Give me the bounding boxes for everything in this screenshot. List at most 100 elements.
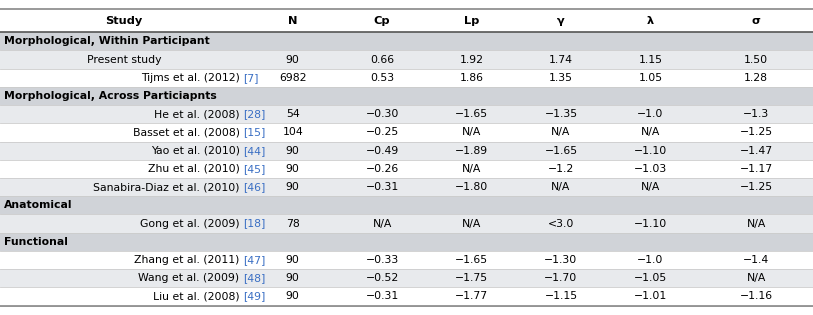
Text: −1.47: −1.47	[740, 146, 772, 156]
Text: −1.10: −1.10	[634, 219, 667, 229]
Text: −1.17: −1.17	[740, 164, 772, 174]
Text: −1.35: −1.35	[545, 109, 577, 119]
Text: [49]: [49]	[243, 291, 266, 301]
Bar	[0, 269, 813, 287]
Text: 90: 90	[285, 164, 300, 174]
Text: Present study: Present study	[87, 54, 161, 65]
Text: −1.65: −1.65	[545, 146, 577, 156]
Text: N/A: N/A	[746, 273, 766, 283]
Text: Zhang et al. (2011): Zhang et al. (2011)	[134, 255, 243, 265]
Text: −0.33: −0.33	[366, 255, 398, 265]
Text: −1.25: −1.25	[740, 182, 772, 192]
Bar	[0, 215, 813, 233]
Text: [47]: [47]	[243, 255, 266, 265]
Text: −1.89: −1.89	[455, 146, 488, 156]
Text: −1.16: −1.16	[740, 291, 772, 301]
Bar	[0, 69, 813, 87]
Text: −1.30: −1.30	[545, 255, 577, 265]
Bar	[0, 32, 813, 50]
Text: −1.05: −1.05	[634, 273, 667, 283]
Text: −1.3: −1.3	[743, 109, 769, 119]
Text: 1.74: 1.74	[549, 54, 573, 65]
Text: 78: 78	[286, 219, 299, 229]
Bar	[0, 123, 813, 141]
Text: 1.50: 1.50	[744, 54, 768, 65]
Text: 1.86: 1.86	[459, 73, 484, 83]
Text: −1.25: −1.25	[740, 127, 772, 137]
Text: Yao et al. (2010): Yao et al. (2010)	[150, 146, 243, 156]
Text: −0.31: −0.31	[366, 182, 398, 192]
Text: −0.26: −0.26	[366, 164, 398, 174]
Text: [48]: [48]	[243, 273, 266, 283]
Bar	[0, 287, 813, 306]
Text: −0.52: −0.52	[366, 273, 398, 283]
Text: N/A: N/A	[462, 219, 481, 229]
Text: Lp: Lp	[464, 16, 479, 26]
Text: −0.30: −0.30	[365, 109, 399, 119]
Text: He et al. (2008): He et al. (2008)	[154, 109, 243, 119]
Text: −0.31: −0.31	[366, 291, 398, 301]
Text: 1.92: 1.92	[459, 54, 484, 65]
Text: −1.2: −1.2	[548, 164, 574, 174]
Text: <3.0: <3.0	[548, 219, 574, 229]
Text: −1.10: −1.10	[634, 146, 667, 156]
Text: Anatomical: Anatomical	[4, 200, 72, 210]
Bar	[0, 233, 813, 251]
Text: −1.03: −1.03	[634, 164, 667, 174]
Text: 1.15: 1.15	[638, 54, 663, 65]
Bar	[0, 160, 813, 178]
Text: Morphological, Within Participant: Morphological, Within Participant	[4, 36, 210, 46]
Text: N/A: N/A	[746, 219, 766, 229]
Text: [46]: [46]	[243, 182, 266, 192]
Text: Cp: Cp	[374, 16, 390, 26]
Text: Liu et al. (2008): Liu et al. (2008)	[153, 291, 243, 301]
Text: N: N	[288, 16, 298, 26]
Text: [45]: [45]	[243, 164, 266, 174]
Text: −1.0: −1.0	[637, 255, 663, 265]
Text: Zhu et al. (2010): Zhu et al. (2010)	[148, 164, 243, 174]
Text: Functional: Functional	[4, 237, 68, 247]
Text: 90: 90	[285, 54, 300, 65]
Text: N/A: N/A	[462, 127, 481, 137]
Text: −1.65: −1.65	[455, 109, 488, 119]
Bar	[0, 87, 813, 105]
Text: Sanabira-Diaz et al. (2010): Sanabira-Diaz et al. (2010)	[93, 182, 243, 192]
Text: Study: Study	[106, 16, 142, 26]
Text: Basset et al. (2008): Basset et al. (2008)	[133, 127, 243, 137]
Text: 104: 104	[282, 127, 303, 137]
Text: N/A: N/A	[372, 219, 392, 229]
Bar	[0, 196, 813, 215]
Text: [7]: [7]	[243, 73, 259, 83]
Text: Morphological, Across Particiapnts: Morphological, Across Particiapnts	[4, 91, 217, 101]
Bar	[0, 141, 813, 160]
Text: N/A: N/A	[641, 182, 660, 192]
Text: [28]: [28]	[243, 109, 266, 119]
Text: 90: 90	[285, 182, 300, 192]
Text: −1.0: −1.0	[637, 109, 663, 119]
Bar	[0, 9, 813, 32]
Text: −1.80: −1.80	[455, 182, 488, 192]
Text: [18]: [18]	[243, 219, 266, 229]
Text: 1.05: 1.05	[638, 73, 663, 83]
Text: 0.66: 0.66	[370, 54, 394, 65]
Text: −0.25: −0.25	[366, 127, 398, 137]
Text: −1.4: −1.4	[743, 255, 769, 265]
Text: λ: λ	[647, 16, 654, 26]
Text: [44]: [44]	[243, 146, 266, 156]
Text: γ: γ	[557, 16, 565, 26]
Bar	[0, 178, 813, 196]
Bar	[0, 50, 813, 69]
Text: −1.77: −1.77	[455, 291, 488, 301]
Text: [15]: [15]	[243, 127, 266, 137]
Text: 90: 90	[285, 273, 300, 283]
Text: 54: 54	[286, 109, 299, 119]
Text: −1.65: −1.65	[455, 255, 488, 265]
Text: N/A: N/A	[551, 127, 571, 137]
Text: 90: 90	[285, 255, 300, 265]
Text: Wang et al. (2009): Wang et al. (2009)	[138, 273, 243, 283]
Text: −1.01: −1.01	[634, 291, 667, 301]
Text: 90: 90	[285, 291, 300, 301]
Text: 6982: 6982	[279, 73, 307, 83]
Bar	[0, 105, 813, 123]
Text: N/A: N/A	[462, 164, 481, 174]
